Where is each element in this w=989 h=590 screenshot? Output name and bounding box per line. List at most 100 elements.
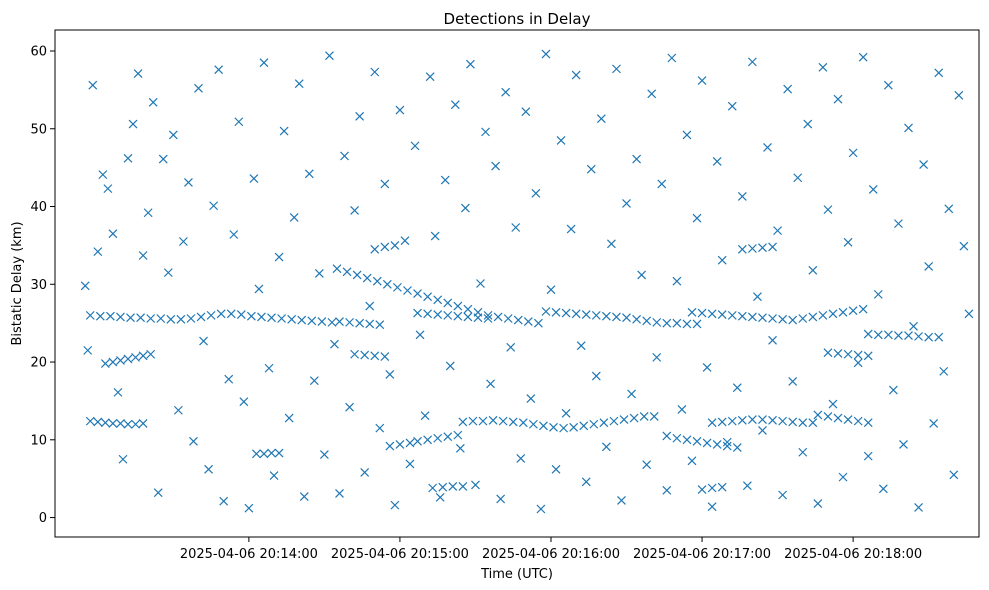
data-point-x-marker (828, 399, 838, 409)
data-point-x-marker (332, 264, 342, 274)
data-point-x-marker (209, 201, 219, 211)
data-point-x-marker (853, 416, 863, 426)
data-point-x-marker (516, 454, 526, 463)
data-point-x-marker (186, 314, 196, 323)
data-point-x-marker (707, 309, 717, 319)
data-point-x-marker (501, 87, 511, 97)
x-tick-label: 2025-04-06 20:15:00 (331, 547, 469, 562)
data-point-x-marker (576, 341, 586, 351)
data-point-x-marker (863, 351, 873, 361)
data-point-x-marker (798, 314, 808, 323)
data-point-x-marker (904, 123, 913, 133)
data-point-x-marker (843, 415, 853, 425)
data-point-x-marker (133, 69, 143, 78)
data-point-x-marker (768, 314, 777, 323)
data-point-x-marker (118, 454, 128, 464)
data-point-x-marker (717, 482, 727, 492)
data-point-x-marker (138, 251, 148, 260)
data-point-x-marker (113, 387, 123, 397)
data-point-x-marker (423, 309, 433, 319)
data-point-x-marker (722, 441, 732, 451)
data-point-x-marker (405, 438, 415, 448)
data-point-x-marker (216, 309, 226, 319)
data-point-x-marker (131, 419, 140, 429)
data-point-x-marker (622, 313, 631, 323)
data-point-x-marker (783, 84, 793, 94)
data-point-x-marker (413, 289, 422, 299)
data-point-x-marker (294, 79, 304, 89)
data-points (80, 49, 974, 514)
data-point-x-marker (108, 357, 118, 367)
x-axis-ticks: 2025-04-06 20:14:00 2025-04-06 20:15:00 20… (180, 537, 922, 562)
data-point-x-marker (959, 241, 969, 251)
data-point-x-marker (105, 311, 115, 321)
data-point-x-marker (919, 160, 929, 169)
data-point-x-marker (949, 470, 959, 480)
data-point-x-marker (138, 419, 148, 428)
data-point-x-marker (471, 480, 480, 490)
data-point-x-marker (803, 119, 813, 129)
data-point-x-marker (108, 419, 118, 428)
y-tick-label: 20 (30, 356, 47, 371)
data-point-x-marker (511, 223, 521, 232)
data-point-x-marker (236, 310, 246, 320)
data-point-x-marker (818, 62, 828, 72)
data-point-x-marker (93, 247, 103, 257)
data-point-x-marker (934, 332, 944, 342)
data-point-x-marker (473, 313, 483, 323)
data-point-x-marker (491, 161, 501, 171)
data-point-x-marker (561, 408, 571, 418)
data-point-x-marker (440, 175, 450, 185)
data-point-x-marker (229, 230, 239, 239)
data-point-x-marker (314, 268, 324, 278)
data-point-x-marker (199, 336, 208, 346)
data-point-x-marker (463, 312, 473, 322)
data-point-x-marker (878, 484, 888, 494)
data-point-x-marker (873, 330, 883, 340)
data-point-x-marker (445, 361, 455, 371)
data-point-x-marker (146, 314, 156, 323)
data-point-x-marker (355, 111, 365, 121)
data-point-x-marker (317, 317, 327, 327)
data-point-x-marker (116, 356, 125, 365)
data-point-x-marker (372, 276, 382, 286)
data-point-x-marker (448, 482, 458, 491)
data-point-x-marker (380, 242, 390, 252)
data-point-x-marker (609, 416, 619, 426)
data-point-x-marker (737, 244, 747, 254)
data-point-x-marker (964, 309, 974, 319)
data-point-x-marker (873, 289, 883, 299)
data-point-x-marker (533, 318, 543, 328)
data-point-x-marker (737, 311, 747, 321)
data-point-x-marker (672, 318, 682, 328)
data-point-x-marker (763, 142, 772, 152)
data-point-x-marker (833, 413, 843, 423)
data-point-x-marker (559, 423, 569, 433)
data-point-x-marker (788, 315, 798, 325)
data-point-x-marker (375, 423, 385, 433)
data-point-x-marker (652, 317, 662, 327)
data-point-x-marker (798, 447, 808, 457)
data-point-x-marker (483, 310, 493, 320)
data-point-x-marker (80, 281, 90, 291)
data-point-x-marker (395, 105, 405, 115)
data-point-x-marker (508, 417, 518, 427)
data-point-x-marker (571, 309, 581, 319)
data-point-x-marker (868, 184, 878, 194)
y-tick-label: 0 (39, 511, 47, 526)
data-point-x-marker (251, 449, 261, 459)
data-point-x-marker (123, 354, 133, 364)
data-point-x-marker (732, 383, 742, 393)
data-point-x-marker (425, 72, 435, 82)
data-point-x-marker (279, 126, 289, 136)
data-point-x-marker (823, 412, 833, 421)
data-point-x-marker (319, 450, 329, 459)
data-point-x-marker (629, 413, 639, 423)
data-point-x-marker (823, 205, 833, 215)
data-point-x-marker (83, 345, 93, 355)
data-point-x-marker (712, 156, 722, 166)
data-point-x-marker (498, 416, 508, 426)
data-point-x-marker (259, 58, 269, 68)
data-point-x-marker (390, 240, 400, 250)
data-point-x-marker (727, 101, 737, 111)
